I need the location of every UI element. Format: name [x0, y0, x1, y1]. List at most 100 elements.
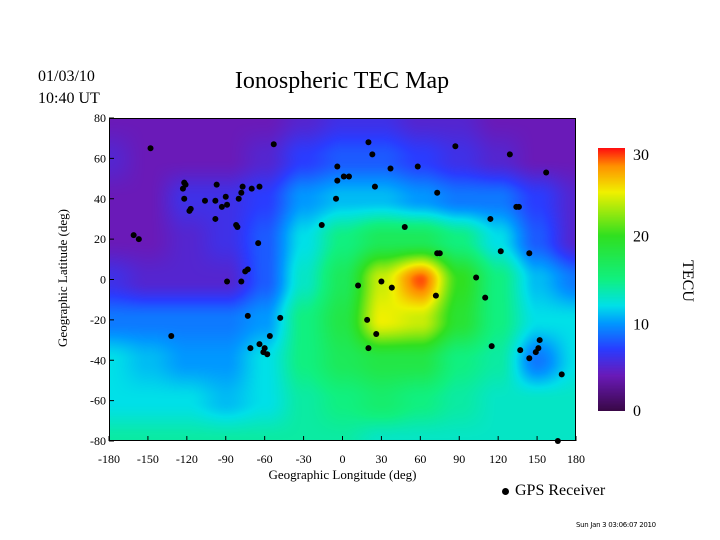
y-tick-label: 0 [100, 273, 106, 287]
gps-receiver-point [168, 333, 175, 340]
gps-receiver-point [182, 181, 189, 188]
gps-receiver-point [270, 141, 277, 148]
gps-receiver-point [487, 215, 494, 222]
gps-receiver-point [235, 195, 242, 202]
y-tick-label: -40 [90, 353, 106, 367]
x-tick-label: 0 [340, 452, 346, 466]
date-time-label: 01/03/10 10:40 UT [38, 66, 100, 110]
gps-receiver-point [318, 221, 325, 228]
y-tick-label: -80 [90, 434, 106, 448]
gps-receiver-point [387, 165, 394, 172]
gps-receiver-point [224, 201, 231, 208]
gps-receiver-point [334, 163, 341, 170]
gps-receiver-point [222, 193, 229, 200]
gps-receiver-point [355, 282, 362, 289]
gps-receiver-point [212, 215, 219, 222]
timestamp: Sun Jan 3 03:06:07 2010 [576, 521, 656, 529]
colorbar-tick-label: 30 [633, 147, 649, 164]
gps-receiver-point [558, 371, 565, 378]
gps-receiver-point [340, 173, 347, 180]
gps-receiver-point [218, 203, 225, 210]
x-tick-label: -150 [137, 452, 159, 466]
gps-receiver-point [224, 278, 231, 285]
gps-receiver-point [365, 139, 372, 146]
gps-receiver-point [248, 185, 255, 192]
gps-receiver-point [432, 292, 439, 299]
gps-receiver-point [244, 266, 251, 273]
x-tick-label: 180 [567, 452, 585, 466]
gps-receiver-point [238, 278, 245, 285]
gps-receiver-point [181, 195, 188, 202]
gps-receiver-point [506, 151, 513, 158]
gps-receiver-point [266, 333, 273, 340]
x-tick-label: 60 [414, 452, 426, 466]
gps-receiver-point [364, 316, 371, 323]
gps-receiver-point [147, 145, 154, 152]
gps-receiver-point [212, 197, 219, 204]
gps-receiver-point [277, 314, 284, 321]
gps-receiver-point [434, 250, 441, 257]
gps-receiver-point [256, 183, 263, 190]
gps-receiver-point [401, 224, 408, 231]
gps-receiver-point [238, 189, 245, 196]
gps-receiver-point [535, 345, 542, 352]
gps-receiver-point [234, 224, 241, 231]
y-tick-label: 80 [94, 111, 106, 125]
gps-receiver-marker-icon [502, 487, 509, 495]
legend: GPS Receiver [502, 482, 605, 500]
gps-receiver-point [247, 345, 254, 352]
gps-receiver-point [543, 169, 550, 176]
gps-receiver-point [255, 240, 262, 247]
gps-receiver-point [515, 203, 522, 210]
x-tick-label: -120 [176, 452, 198, 466]
x-tick-label: -30 [296, 452, 312, 466]
y-tick-label: -60 [90, 394, 106, 408]
x-tick-label: 150 [528, 452, 546, 466]
colorbar-tick-label: 0 [633, 403, 641, 420]
x-tick-label: 30 [375, 452, 387, 466]
gps-receiver-point [388, 284, 395, 291]
gps-receiver-point [488, 343, 495, 350]
gps-receiver-point [452, 143, 459, 150]
colorbar [598, 148, 625, 411]
chart-title: Ionospheric TEC Map [234, 68, 450, 94]
gps-receiver-point [554, 438, 561, 444]
colorbar-tick-label: 10 [633, 316, 649, 333]
y-tick-label: -20 [90, 313, 106, 327]
x-tick-label: -60 [257, 452, 273, 466]
gps-receiver-point [135, 236, 142, 243]
y-tick-label: 60 [94, 151, 106, 165]
gps-receiver-point [244, 312, 251, 319]
gps-receiver-point [526, 355, 533, 362]
y-tick-label: 20 [94, 232, 106, 246]
gps-receiver-point [497, 248, 504, 255]
gps-receiver-point [517, 347, 524, 354]
y-axis-label: Geographic Latitude (deg) [55, 209, 70, 347]
x-tick-label: 90 [453, 452, 465, 466]
gps-receiver-point [378, 278, 385, 285]
gps-receiver-point [482, 294, 489, 301]
time-label: 10:40 UT [38, 90, 100, 107]
gps-receiver-point [333, 195, 340, 202]
gps-receiver-point [473, 274, 480, 281]
gps-receiver-point [187, 205, 194, 212]
gps-receiver-point [369, 151, 376, 158]
gps-receiver-point [264, 351, 271, 358]
gps-receiver-point [345, 173, 352, 180]
x-axis-label: Geographic Longitude (deg) [268, 467, 417, 482]
y-tick-label: 40 [94, 192, 106, 206]
colorbar-label: TECU [678, 260, 696, 302]
x-tick-label: 120 [489, 452, 507, 466]
x-tick-label: -90 [218, 452, 234, 466]
legend-label: GPS Receiver [515, 482, 606, 499]
gps-receiver-point [414, 163, 421, 170]
gps-receiver-point [201, 197, 208, 204]
colorbar-tick-label: 20 [633, 229, 649, 246]
gps-receiver-point [371, 183, 378, 190]
gps-receiver-point [213, 181, 220, 188]
gps-receiver-point [434, 189, 441, 196]
tec-heatmap [109, 118, 576, 441]
gps-receiver-point [256, 341, 263, 348]
gps-receiver-point [365, 345, 372, 352]
